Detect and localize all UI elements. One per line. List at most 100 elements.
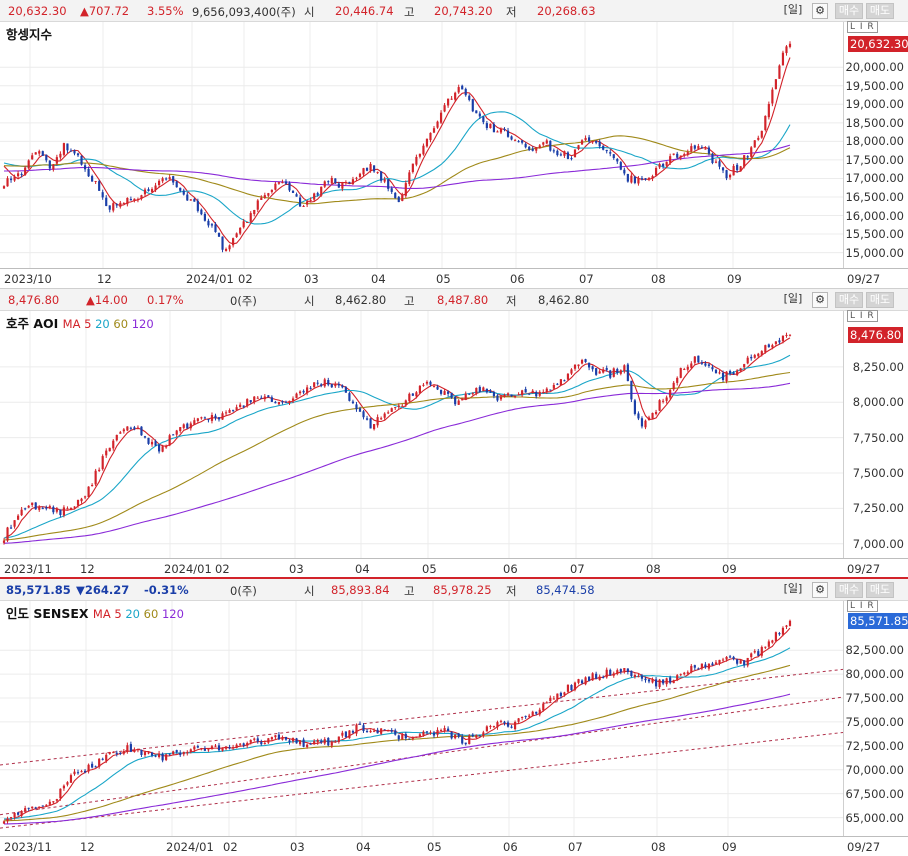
candle-body: [485, 388, 488, 393]
candle-body: [323, 181, 326, 187]
candle-body: [277, 401, 281, 405]
candle-body: [76, 772, 80, 774]
candle-body: [619, 162, 622, 170]
buy-button[interactable]: 매수: [835, 582, 863, 598]
candle-body: [559, 154, 562, 156]
candle-body: [450, 98, 453, 100]
candle-body: [492, 726, 496, 728]
candle-body: [115, 752, 118, 754]
candle-body: [154, 185, 157, 191]
candle-body: [182, 751, 185, 755]
gear-icon[interactable]: ⚙: [812, 292, 828, 308]
candle-body: [552, 385, 555, 389]
price-tick: 67,500.00: [845, 786, 904, 801]
candle-body: [566, 373, 570, 380]
candle-body: [193, 420, 196, 425]
sell-button[interactable]: 매도: [866, 582, 894, 598]
candle-body: [785, 625, 788, 627]
candle-body: [489, 391, 492, 393]
candle-body: [87, 168, 90, 177]
candle-body: [224, 412, 228, 414]
candle-body: [517, 394, 520, 396]
candle-body: [461, 736, 464, 744]
candle-body: [651, 176, 654, 179]
candle-body: [697, 668, 700, 670]
candle-body: [432, 732, 436, 736]
candle-body: [549, 140, 552, 151]
period-day-button[interactable]: [일]: [783, 3, 803, 16]
candle-body: [161, 753, 164, 761]
candle-body: [524, 389, 527, 393]
low-value: 20,268.63: [537, 4, 596, 18]
sell-button[interactable]: 매도: [866, 3, 894, 19]
candle-body: [781, 335, 785, 342]
candle-body: [327, 380, 330, 385]
candle-body: [432, 385, 436, 387]
ma20-line: [3, 354, 791, 539]
candle-body: [172, 434, 175, 436]
candle-body: [270, 397, 273, 402]
candle-body: [556, 150, 559, 156]
candle-body: [69, 150, 73, 152]
period-day-button[interactable]: [일]: [783, 582, 803, 595]
candle-body: [232, 409, 235, 411]
candle-body: [284, 401, 288, 403]
high-value: 8,487.80: [437, 293, 489, 307]
ma-legend-120: 120: [131, 317, 154, 331]
candle-body: [150, 441, 154, 445]
candle-body: [239, 743, 242, 745]
candle-body: [683, 154, 686, 156]
candle-body: [439, 729, 443, 731]
candle-body: [94, 766, 97, 768]
candle-body: [365, 167, 369, 171]
lir-toggle[interactable]: L I R: [847, 21, 878, 33]
time-tick: 02: [238, 272, 253, 286]
time-tick: 09/27: [847, 840, 881, 854]
buy-button[interactable]: 매수: [835, 3, 863, 19]
ma60-line: [3, 664, 791, 822]
candle-body: [161, 178, 164, 182]
candle-body: [313, 193, 316, 200]
candle-body: [640, 675, 644, 679]
sell-button[interactable]: 매도: [866, 292, 894, 308]
candle-body: [189, 199, 192, 201]
candle-body: [725, 170, 728, 179]
candle-body: [217, 417, 221, 420]
candle-body: [721, 372, 725, 381]
candle-body: [549, 697, 552, 702]
time-tick: 2024/01: [186, 272, 234, 286]
plot-area[interactable]: 항셍지수: [0, 22, 843, 268]
time-tick: 2024/01: [166, 840, 214, 854]
candle-body: [52, 506, 55, 513]
gear-icon[interactable]: ⚙: [812, 582, 828, 598]
candle-body: [492, 124, 496, 133]
candle-body: [108, 752, 111, 754]
candle-body: [528, 393, 531, 395]
period-day-button[interactable]: [일]: [783, 292, 803, 305]
candle-body: [122, 202, 125, 204]
candle-body: [80, 498, 83, 502]
price-tick: 18,000.00: [845, 134, 904, 149]
candle-body: [126, 197, 129, 205]
plot-area[interactable]: 인도 SENSEX MA 5 20 60 120: [0, 601, 843, 836]
candle-body: [101, 192, 104, 198]
plot-area[interactable]: 호주 AOI MA 5 20 60 120: [0, 311, 843, 558]
lir-toggle[interactable]: L I R: [847, 600, 878, 612]
candle-body: [390, 730, 393, 732]
candle-body: [133, 198, 136, 201]
price-tick: 19,500.00: [845, 78, 904, 93]
buy-button[interactable]: 매수: [835, 292, 863, 308]
candle-body: [143, 752, 147, 755]
candle-body: [591, 366, 594, 370]
candle-body: [774, 632, 777, 642]
candle-body: [683, 672, 686, 675]
lir-toggle[interactable]: L I R: [847, 310, 878, 322]
candle-body: [693, 665, 696, 668]
candle-body: [348, 181, 351, 184]
ma20-line: [3, 647, 791, 820]
candle-body: [390, 188, 393, 192]
candle-body: [45, 507, 48, 509]
gear-icon[interactable]: ⚙: [812, 3, 828, 19]
candle-body: [422, 731, 425, 736]
candle-body: [69, 775, 73, 783]
